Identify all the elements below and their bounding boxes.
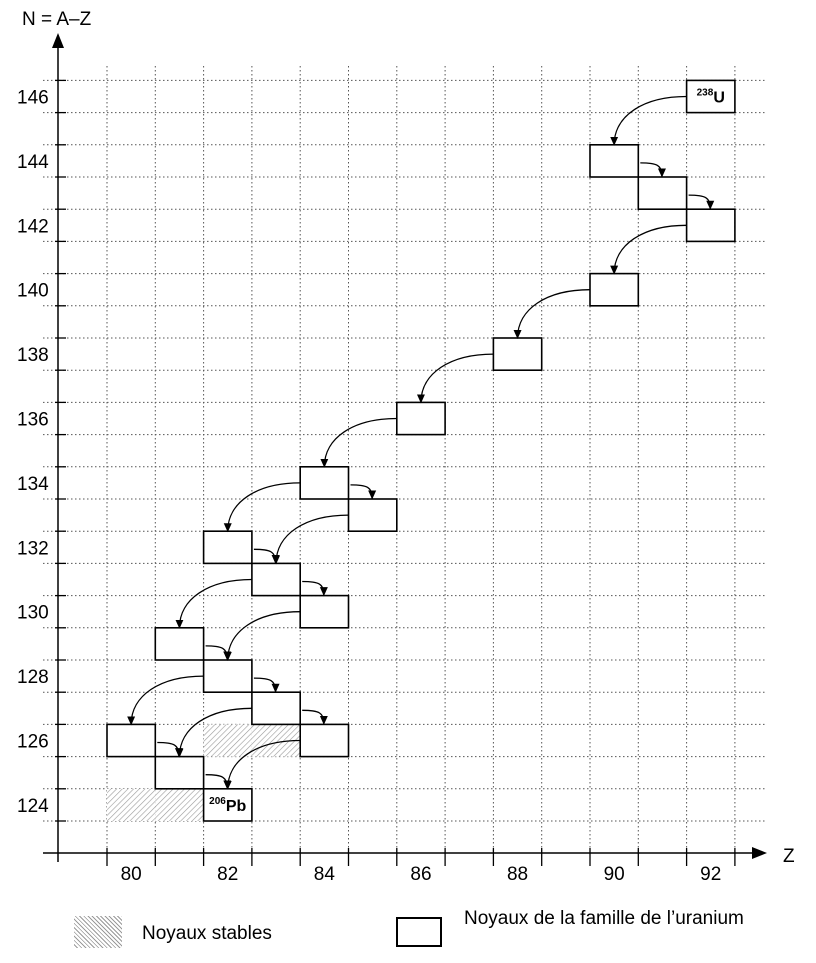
grid-lines <box>43 66 766 853</box>
nucleus-box <box>154 626 205 661</box>
beta-decay-arrow <box>205 774 232 790</box>
nucleus-box <box>106 723 157 758</box>
nucleus-label: 238U <box>697 88 725 107</box>
nucleus-box <box>299 594 350 629</box>
alpha-decay-arrow <box>610 224 687 275</box>
nucleus-box <box>589 144 640 178</box>
stable-hatch-swatch <box>74 916 122 948</box>
axes: N = A–Z Z 80 82 84 86 88 90 92 124 126 128 130 132 134… <box>17 9 795 885</box>
legend-stable-label: Noyaux stables <box>142 923 272 944</box>
segre-chart: 238U 206Pb N = A–Z Z 80 82 84 86 88 90 92 124 126 12… <box>17 9 795 885</box>
legend-family-label: Noyaux de la famille de l’uranium <box>464 908 744 929</box>
y-tick-label: 142 <box>17 216 49 237</box>
beta-decay-arrow <box>640 162 666 178</box>
y-axis-title: N = A–Z <box>22 9 92 30</box>
stable-nucleus-cell <box>155 788 204 821</box>
nucleus-box <box>637 176 688 211</box>
alpha-decay-arrow <box>175 707 252 758</box>
alpha-decay-arrow <box>513 289 591 339</box>
y-tick-label: 130 <box>17 603 49 624</box>
y-tick-label: 132 <box>17 538 49 559</box>
alpha-decay-arrow <box>223 482 301 533</box>
nucleus-box <box>589 272 640 307</box>
y-tick-label: 136 <box>17 410 49 431</box>
beta-decay-arrow <box>157 741 183 758</box>
nucleus-box <box>299 465 350 500</box>
alpha-decay-arrow <box>223 611 301 661</box>
x-tick-label: 84 <box>314 864 336 885</box>
beta-decay-arrow <box>253 548 280 564</box>
nucleus-box <box>492 337 543 372</box>
y-tick-label: 124 <box>17 796 49 817</box>
beta-decay-arrow <box>205 645 232 661</box>
y-tick-label: 128 <box>17 667 49 688</box>
legend-family: Noyaux de la famille de l’uranium <box>396 903 806 963</box>
y-tick-label: 140 <box>17 281 49 302</box>
x-tick-label: 82 <box>217 864 238 885</box>
family-box-swatch <box>396 917 442 947</box>
nucleus-box <box>202 787 253 822</box>
y-tick-label: 138 <box>17 345 49 366</box>
y-tick-label: 126 <box>17 732 49 753</box>
nucleus-box <box>347 498 398 533</box>
y-axis-arrow <box>52 33 64 48</box>
x-tick-label: 86 <box>410 864 431 885</box>
x-tick-label: 88 <box>507 864 528 885</box>
alpha-decay-arrow <box>416 353 494 404</box>
alpha-decay-arrow <box>610 95 687 146</box>
alpha-decay-arrow <box>127 675 204 726</box>
nucleus-label: 206Pb <box>209 796 246 815</box>
x-axis-title: Z <box>783 846 795 867</box>
nucleus-box <box>154 755 205 790</box>
decay-arrows-layer <box>127 95 715 790</box>
nucleus-box <box>299 723 350 758</box>
y-tick-label: 144 <box>17 152 49 173</box>
beta-decay-arrow <box>350 484 377 500</box>
nucleus-box <box>685 208 736 243</box>
beta-decay-arrow <box>253 677 280 693</box>
stable-nucleus-cell <box>107 788 156 821</box>
y-tick-label: 146 <box>17 88 49 109</box>
stable-nucleus-cell <box>203 724 252 757</box>
alpha-decay-arrow <box>272 514 349 565</box>
nucleus-box <box>685 79 736 114</box>
x-axis-arrow <box>752 847 767 859</box>
nucleus-box <box>202 530 253 565</box>
nucleus-box <box>395 401 446 436</box>
nucleus-box <box>202 659 253 694</box>
alpha-decay-arrow <box>223 739 301 790</box>
y-tick-label: 134 <box>17 474 49 495</box>
x-tick-label: 80 <box>121 864 142 885</box>
uranium-family-layer: 238U 206Pb <box>106 79 736 822</box>
beta-decay-arrow <box>688 194 715 210</box>
beta-decay-arrow <box>302 580 328 597</box>
x-tick-label: 92 <box>700 864 721 885</box>
alpha-decay-arrow <box>320 417 397 468</box>
x-tick-label: 90 <box>604 864 625 885</box>
nucleus-box <box>251 562 301 597</box>
alpha-decay-arrow <box>175 578 252 629</box>
beta-decay-arrow <box>302 709 328 725</box>
legend-stable: Noyaux stables <box>74 916 374 956</box>
nucleus-box <box>251 691 301 726</box>
